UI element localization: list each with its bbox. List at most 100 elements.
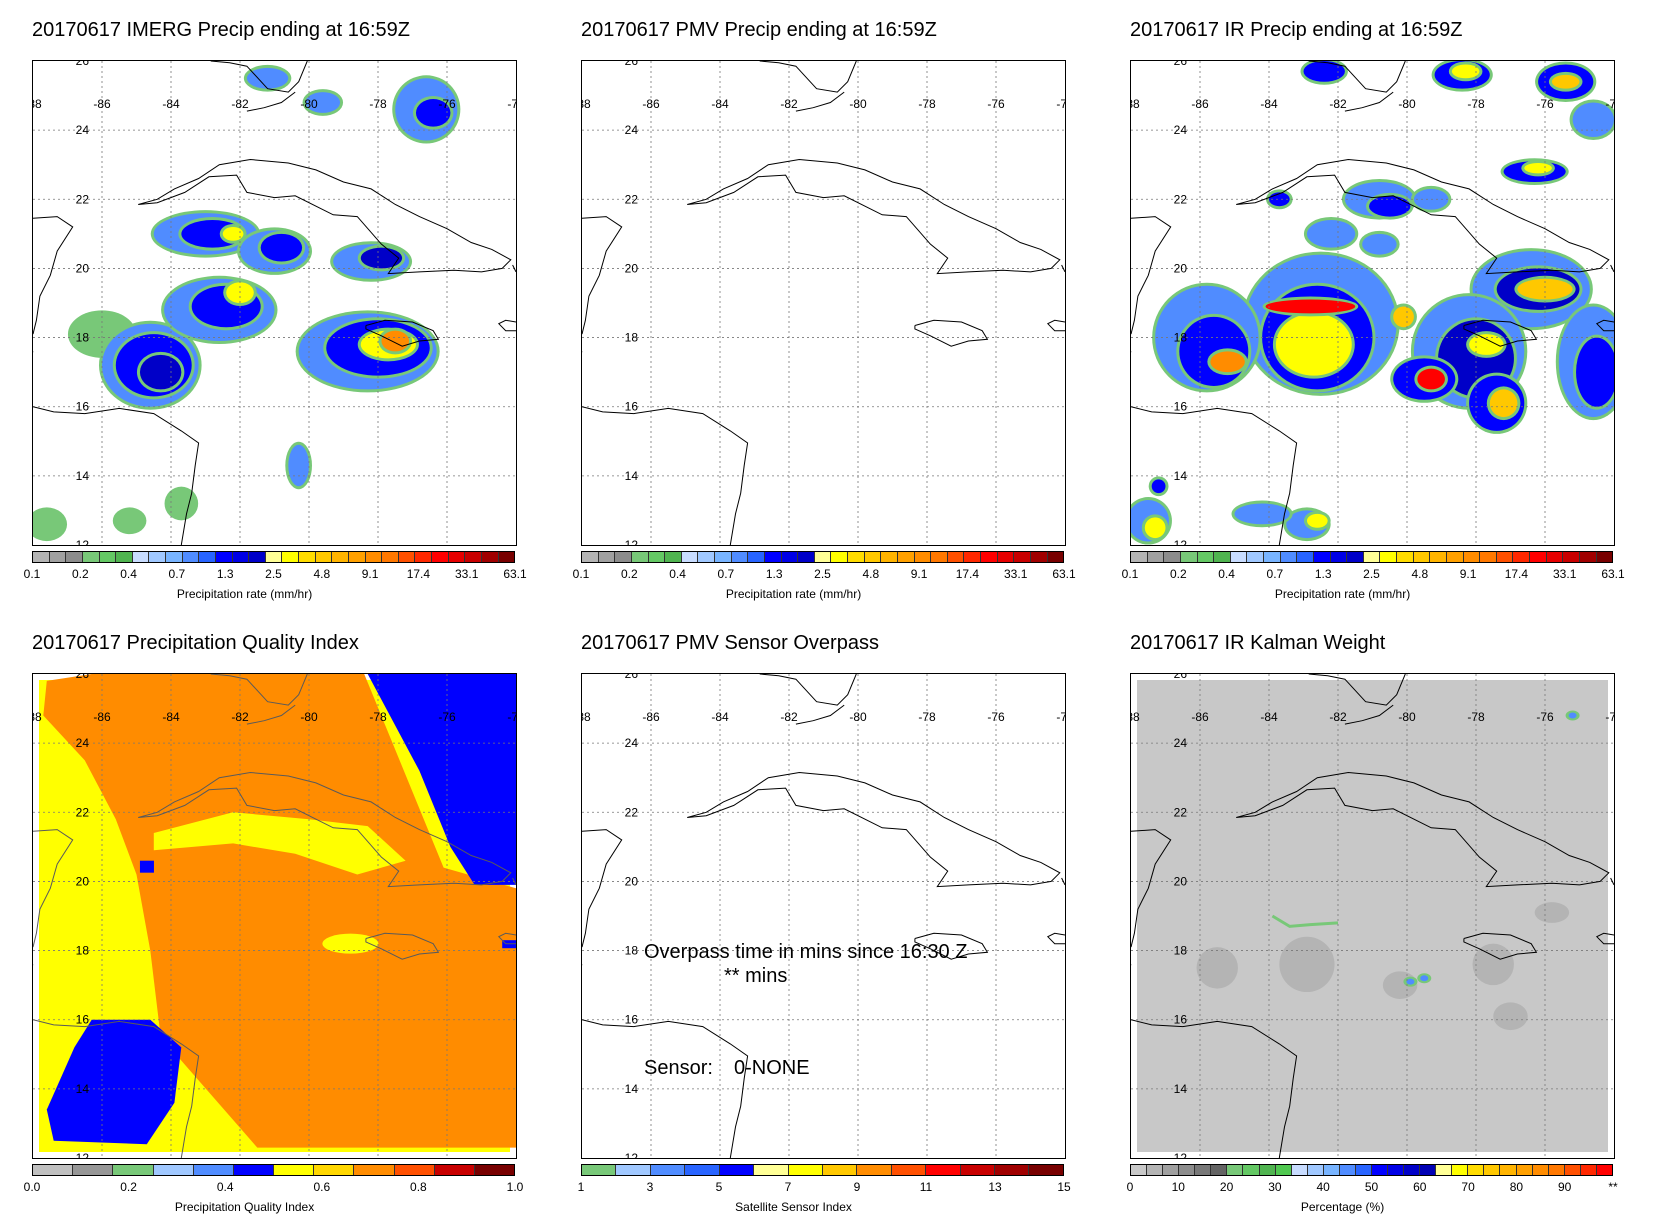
colorbar-tick-label: 0.1 bbox=[23, 567, 41, 581]
colorbar-tick-label: 33.1 bbox=[455, 567, 479, 581]
colorbar-swatch bbox=[153, 1165, 194, 1175]
lon-tick-label: -84 bbox=[162, 710, 180, 724]
colorbar-swatch bbox=[685, 1165, 720, 1175]
colorbar-swatch bbox=[1563, 552, 1580, 562]
kalman-blue-patch bbox=[1420, 975, 1429, 982]
colorbar-swatch bbox=[631, 552, 649, 562]
panel-title: 20170617 IR Kalman Weight bbox=[1130, 632, 1386, 654]
precip-cell bbox=[1524, 162, 1552, 174]
lon-tick-label: -84 bbox=[711, 97, 729, 111]
pqi-orange-region bbox=[43, 674, 517, 1148]
colorbar-swatch bbox=[132, 552, 150, 562]
colorbar-title: Percentage (%) bbox=[1300, 1200, 1385, 1214]
grid-lines bbox=[582, 674, 1065, 1158]
colorbar-tick-label: 30 bbox=[1268, 1180, 1282, 1194]
map-frame: -88 -86 -84 -82 -80 -78 -76 -74 26 24 22 20 18 16 14 12 bbox=[1122, 667, 1623, 1165]
colorbar-swatch bbox=[781, 552, 799, 562]
map-canvas: -88 -86 -84 -82 -80 -78 -76 -74 26 24 22 20 18 16 14 12 bbox=[24, 667, 525, 1165]
lat-tick-label: 12 bbox=[76, 1151, 90, 1158]
coastlines bbox=[25, 60, 517, 546]
map-frame: -88 -86 -84 -82 -80 -78 -76 -74 26 24 22 20 18 16 14 12… bbox=[573, 667, 1074, 1165]
lon-tick-label: -74 bbox=[1056, 97, 1065, 111]
kalman-gray-patch bbox=[1493, 1002, 1528, 1031]
colorbar-swatch bbox=[1347, 552, 1364, 562]
colorbar-swatch bbox=[1530, 552, 1547, 562]
colorbar-tick-label: 0.4 bbox=[120, 567, 137, 581]
colorbar-swatch bbox=[681, 552, 699, 562]
colorbar-tick-label: 0 bbox=[1126, 1180, 1134, 1194]
colorbar-swatch bbox=[465, 552, 482, 562]
map-frame: -88 -86 -84 -82 -80 -78 -76 -74 26 24 22 20 18 16 14 12 bbox=[573, 54, 1074, 552]
colorbar-swatch bbox=[960, 1165, 996, 1175]
precip-cell bbox=[1576, 337, 1618, 407]
lon-tick-label: -78 bbox=[369, 97, 387, 111]
colorbar-swatch bbox=[73, 1165, 114, 1175]
colorbar-swatch bbox=[1413, 552, 1431, 562]
lat-tick-label: 20 bbox=[625, 261, 639, 275]
precip-cell bbox=[1489, 389, 1518, 418]
colorbar-swatch bbox=[1163, 1165, 1180, 1175]
colorbar-swatch bbox=[1596, 1165, 1612, 1175]
colorbar bbox=[1130, 1164, 1613, 1176]
colorbar-title: Precipitation rate (mm/hr) bbox=[725, 587, 862, 601]
colorbar-swatch bbox=[914, 552, 932, 562]
sensor-value: 0-NONE bbox=[734, 1057, 810, 1079]
colorbar-swatch bbox=[1164, 552, 1181, 562]
lat-tick-label: 16 bbox=[625, 400, 639, 414]
lon-tick-label: -84 bbox=[1260, 97, 1278, 111]
precip-cell bbox=[1275, 313, 1352, 376]
colorbar-swatch bbox=[348, 552, 366, 562]
colorbar-swatch bbox=[1227, 1165, 1244, 1175]
colorbar-tick-label: 63.1 bbox=[1052, 567, 1076, 581]
colorbar-title: Satellite Sensor Index bbox=[735, 1200, 852, 1214]
grid-lines bbox=[582, 61, 1065, 545]
colorbar-tick-label: 40 bbox=[1316, 1180, 1330, 1194]
precip-cell bbox=[139, 354, 182, 390]
colorbar-swatch bbox=[1388, 1165, 1405, 1175]
colorbar-swatch bbox=[1131, 552, 1148, 562]
sensor-label: Sensor: bbox=[644, 1057, 713, 1079]
colorbar-swatch bbox=[864, 552, 882, 562]
colorbar bbox=[1130, 551, 1613, 563]
kalman-green-contour bbox=[1271, 914, 1339, 928]
lat-tick-label: 16 bbox=[76, 400, 90, 414]
lat-tick-label: 24 bbox=[625, 736, 639, 750]
lon-tick-label: -76 bbox=[987, 710, 1005, 724]
colorbar-swatch bbox=[199, 552, 216, 562]
colorbar-swatch bbox=[1323, 1165, 1340, 1175]
colorbar-swatch bbox=[1480, 552, 1497, 562]
grid-lines bbox=[1131, 61, 1614, 545]
colorbar-tick-label: ** bbox=[1608, 1180, 1618, 1194]
coastlines bbox=[574, 60, 1066, 546]
colorbar-tick-label: 11 bbox=[919, 1180, 933, 1194]
colorbar-swatch bbox=[1496, 552, 1514, 562]
lon-tick-label: -82 bbox=[231, 97, 249, 111]
colorbar-tick-label: 0.0 bbox=[23, 1180, 41, 1194]
colorbar-swatch bbox=[616, 1165, 651, 1175]
colorbar-swatch bbox=[964, 552, 981, 562]
colorbar-swatch bbox=[1513, 552, 1530, 562]
colorbar-swatch bbox=[1211, 1165, 1228, 1175]
colorbar-swatch bbox=[365, 552, 383, 562]
lon-tick-label: -88 bbox=[582, 710, 591, 724]
colorbar-tick-label: 7 bbox=[784, 1180, 792, 1194]
colorbar-swatch bbox=[1291, 1165, 1308, 1175]
lon-tick-label: -76 bbox=[438, 97, 456, 111]
lat-tick-label: 22 bbox=[1174, 192, 1188, 206]
lat-tick-label: 18 bbox=[76, 331, 90, 345]
precip-cell bbox=[1451, 64, 1480, 79]
lon-tick-label: -84 bbox=[162, 97, 180, 111]
colorbar-swatch bbox=[448, 552, 466, 562]
colorbar-tick-label: 2.5 bbox=[1363, 567, 1380, 581]
colorbar-tick-label: 0.1 bbox=[1121, 567, 1139, 581]
lon-tick-label: -82 bbox=[780, 710, 798, 724]
lon-tick-label: -76 bbox=[987, 97, 1005, 111]
lat-tick-label: 20 bbox=[1174, 261, 1188, 275]
lat-tick-label: 16 bbox=[76, 1013, 90, 1027]
lon-tick-label: -76 bbox=[1536, 710, 1554, 724]
coastlines bbox=[25, 673, 517, 1159]
overpass-time-text: Overpass time in mins since 16:30 Z bbox=[644, 941, 967, 963]
colorbar-tick-label: 0.2 bbox=[71, 567, 89, 581]
lat-tick-label: 26 bbox=[1174, 61, 1188, 68]
colorbar-swatch bbox=[881, 552, 898, 562]
